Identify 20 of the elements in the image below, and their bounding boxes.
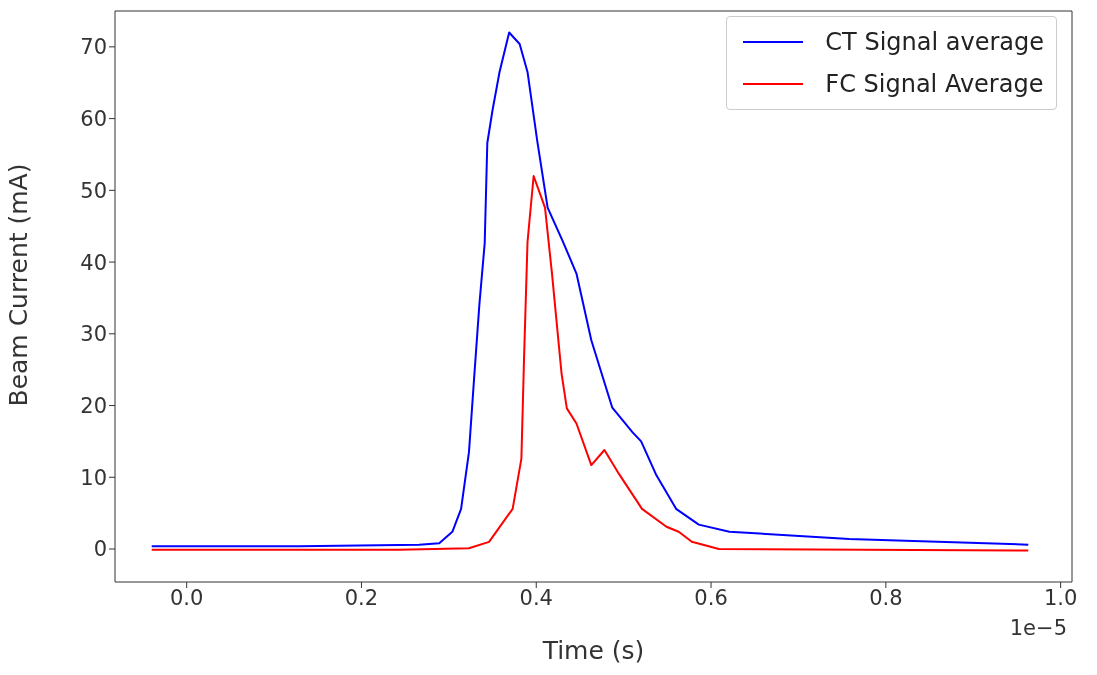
y-axis-title: Beam Current (mA) xyxy=(3,163,33,407)
text: 1e−5 xyxy=(1009,616,1067,640)
x-axis-title: Time (s) xyxy=(541,636,645,665)
line-series xyxy=(150,174,1030,552)
x-tick-label: 0.0 xyxy=(169,585,204,610)
x-tick-label: 0.2 xyxy=(344,585,379,610)
y-tick-label: 30 xyxy=(80,322,107,347)
y-tick-label: 20 xyxy=(80,393,107,418)
x-tick-label: 1.0 xyxy=(1043,585,1078,610)
y-tick-label: 70 xyxy=(80,35,107,60)
legend-label: CT Signal average xyxy=(825,27,1044,58)
y-tick-label: 0 xyxy=(93,537,107,562)
y-tick-label: 50 xyxy=(80,178,107,203)
y-tick-label: 10 xyxy=(80,465,107,490)
y-tick-label: 60 xyxy=(80,107,107,132)
x-tick-label: 0.8 xyxy=(869,585,903,610)
x-tick-label: 0.6 xyxy=(694,585,728,610)
legend-label: FC Signal Average xyxy=(825,69,1044,100)
y-tick-label: 40 xyxy=(80,250,107,275)
x-tick-label: 0.4 xyxy=(519,585,553,610)
